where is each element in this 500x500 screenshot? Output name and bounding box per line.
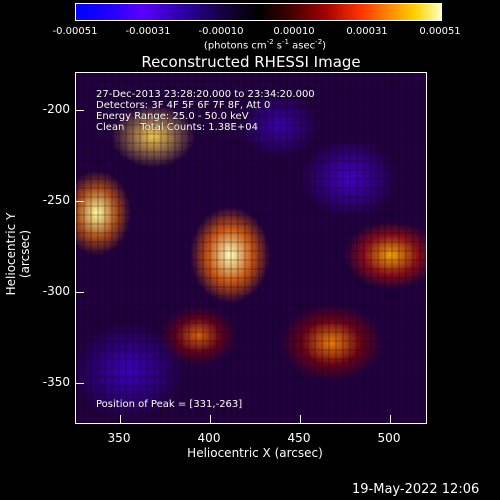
- info-line: 27-Dec-2013 23:28:20.000 to 23:34:20.000: [96, 89, 315, 100]
- plot-title: Reconstructed RHESSI Image: [141, 53, 361, 71]
- peak-position: Position of Peak = [331,-263]: [96, 399, 243, 410]
- rhessi-image: 27-Dec-2013 23:28:20.000 to 23:34:20.000…: [75, 72, 427, 424]
- info-line: Clean Total Counts: 1.38E+04: [96, 122, 258, 133]
- colorbar-unit: (photons cm-2 s-1 asec-2): [203, 38, 327, 52]
- x-axis-label: Heliocentric X (arcsec): [187, 446, 323, 460]
- x-tick-label: 350: [107, 431, 131, 445]
- colorbar-tick: -0.00031: [125, 26, 171, 37]
- y-axis-label: Heliocentric Y (arcsec): [4, 212, 32, 296]
- x-tick-label: 450: [287, 431, 311, 445]
- colorbar-tick: -0.00051: [52, 26, 98, 37]
- y-tick-label: -350: [42, 375, 70, 389]
- colorbar-tick: 0.00010: [273, 26, 315, 37]
- info-line: Detectors: 3F 4F 5F 6F 7F 8F, Att 0: [96, 100, 271, 111]
- colorbar-tick: -0.00010: [198, 26, 244, 37]
- colorbar-tick: 0.00031: [346, 26, 388, 37]
- x-tick-label: 400: [197, 431, 221, 445]
- colorbar-tick: 0.00051: [419, 26, 461, 37]
- y-tick-label: -200: [42, 102, 70, 116]
- info-line: Energy Range: 25.0 - 50.0 keV: [96, 111, 249, 122]
- y-tick-label: -250: [42, 193, 70, 207]
- colorbar: [75, 3, 442, 21]
- image-texture: [76, 73, 426, 423]
- render-date: 19-May-2022 12:06: [352, 482, 480, 497]
- x-tick-label: 500: [377, 431, 401, 445]
- y-tick-label: -300: [42, 284, 70, 298]
